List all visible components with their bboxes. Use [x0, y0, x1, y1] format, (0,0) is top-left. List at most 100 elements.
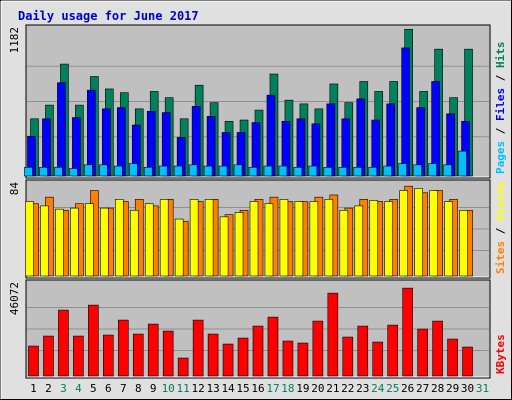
day-label: 10	[162, 382, 175, 395]
kbytes-bar	[147, 323, 159, 377]
day-label: 24	[371, 382, 385, 395]
day-label: 23	[356, 382, 369, 395]
day-label: 4	[75, 382, 82, 395]
side-legend-c: Hits	[494, 42, 507, 69]
side-legend-a: Sites	[494, 241, 507, 274]
files-bar	[386, 103, 396, 177]
pages-bar	[323, 166, 333, 177]
visits-bar	[70, 207, 79, 277]
pages-bar	[69, 168, 78, 177]
kbytes-bar	[282, 340, 294, 377]
visits-bar	[189, 199, 199, 277]
kbytes-bar	[342, 336, 354, 377]
pages-bar	[188, 164, 198, 177]
files-bar	[87, 89, 96, 177]
pages-bar	[263, 165, 273, 177]
side-legend: KBytes	[494, 334, 507, 374]
pages-bar	[248, 166, 258, 177]
kbytes-bar	[252, 325, 264, 377]
kbytes-bar	[43, 335, 54, 377]
side-legend-sep2: /	[494, 68, 507, 88]
day-label: 31	[476, 382, 489, 395]
day-label: 20	[311, 382, 324, 395]
day-label: 30	[461, 382, 474, 395]
side-legend-b: Visits	[494, 181, 507, 221]
pages-bar	[413, 164, 422, 177]
visits-bar	[309, 201, 319, 277]
visits-bar	[204, 199, 214, 277]
day-label: 5	[90, 382, 97, 395]
pages-bar	[173, 165, 183, 177]
day-label: 28	[431, 382, 444, 395]
pages-bar	[54, 166, 63, 177]
visits-bar	[294, 201, 304, 277]
side-legend-sep1: /	[494, 121, 507, 141]
y-max-label: 84	[8, 182, 21, 196]
day-label: 19	[296, 382, 309, 395]
day-label: 27	[416, 382, 429, 395]
day-label: 6	[105, 382, 112, 395]
pages-bar	[428, 163, 437, 177]
pages-bar	[113, 165, 123, 177]
visits-bar	[40, 205, 49, 277]
day-label: 25	[386, 382, 399, 395]
kbytes-bar	[387, 324, 399, 377]
visits-bar	[249, 201, 259, 277]
visits-bar	[25, 201, 34, 277]
kbytes-bar	[447, 338, 458, 377]
y-max-label: 46072	[8, 282, 21, 315]
pages-bar	[99, 164, 108, 177]
day-label: 17	[266, 382, 279, 395]
kbytes-bar	[327, 292, 339, 377]
pages-bar	[353, 166, 363, 177]
day-label: 26	[401, 382, 414, 395]
files-bar	[401, 47, 410, 177]
day-label: 11	[177, 382, 190, 395]
kbytes-bar	[73, 335, 84, 377]
visits-bar	[234, 212, 244, 277]
kbytes-bar	[222, 343, 234, 377]
visits-bar	[159, 199, 169, 277]
kbytes-bar	[103, 334, 114, 377]
kbytes-bar	[132, 333, 144, 377]
visits-bar	[100, 207, 109, 277]
files-bar	[356, 98, 366, 177]
chart-title: Daily usage for June 2017	[18, 9, 199, 23]
side-legend-b: Files	[494, 88, 507, 121]
files-bar	[431, 81, 440, 177]
files-bar	[57, 82, 66, 177]
side-legend: Sites / Visits	[494, 181, 507, 274]
day-label: 22	[341, 382, 354, 395]
visits-bar	[444, 201, 453, 277]
files-bar	[116, 107, 126, 177]
pages-bar	[443, 164, 452, 177]
side-legend: Pages / Files / Hits	[494, 42, 507, 175]
files-bar	[72, 117, 81, 177]
pages-bar	[278, 165, 288, 177]
day-label: 12	[192, 382, 205, 395]
pages-bar	[203, 165, 213, 177]
visits-bar	[55, 208, 64, 277]
day-label: 14	[221, 382, 235, 395]
kbytes-bar	[177, 357, 189, 377]
visits-bar	[414, 188, 423, 277]
day-label: 18	[281, 382, 294, 395]
kbytes-bar	[28, 345, 39, 377]
kbytes-bar	[267, 316, 279, 377]
visits-bar	[174, 218, 184, 277]
pages-bar	[24, 166, 33, 177]
files-bar	[146, 111, 156, 177]
pages-bar	[308, 165, 318, 177]
kbytes-bar	[462, 346, 473, 377]
kbytes-bar	[312, 320, 324, 377]
pages-bar	[368, 166, 378, 177]
visits-bar	[144, 203, 154, 277]
day-label: 15	[236, 382, 249, 395]
day-label: 7	[120, 382, 127, 395]
pages-bar	[383, 165, 393, 177]
visits-bar	[129, 209, 139, 277]
pages-bar	[338, 166, 348, 177]
kbytes-bar	[432, 320, 443, 377]
